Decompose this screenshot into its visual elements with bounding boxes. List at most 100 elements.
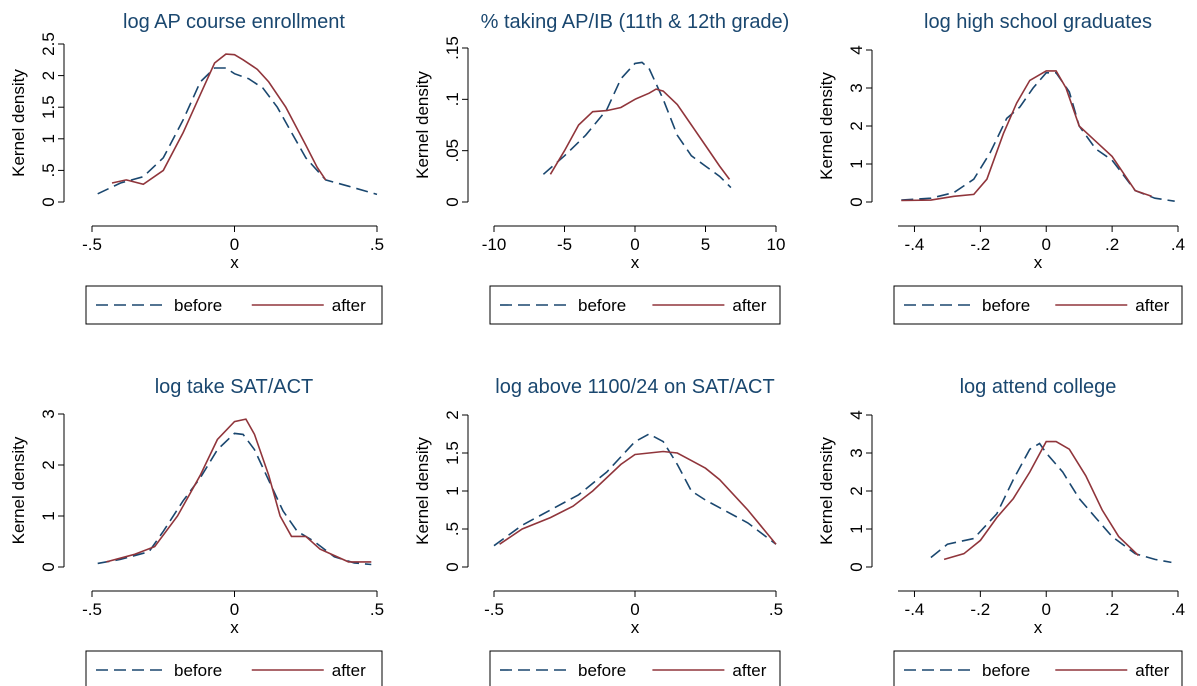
y-tick-label: 2 (443, 410, 462, 419)
x-tick-label: .2 (1105, 235, 1119, 254)
x-tick-label: 0 (230, 235, 239, 254)
x-tick-label: .5 (370, 235, 384, 254)
y-tick-label: 1.5 (443, 441, 462, 465)
x-tick-label: -.5 (484, 600, 504, 619)
legend-label-before: before (578, 296, 626, 315)
chart-panel-2: % taking AP/IB (11th & 12th grade) 0 .05 .1… (413, 11, 790, 325)
x-tick-label: .5 (769, 600, 783, 619)
x-tick-label: .4 (1171, 600, 1185, 619)
x-tick-label: -10 (482, 235, 507, 254)
series-line-after (943, 440, 1140, 561)
x-axis-label: x (1034, 618, 1043, 637)
x-tick-label: 0 (1042, 235, 1051, 254)
y-tick-label: 1 (39, 511, 58, 520)
chart-title: log above 1100/24 on SAT/ACT (495, 376, 774, 398)
y-axis-label: Kernel density (817, 72, 836, 180)
y-axis-label: Kernel density (413, 71, 432, 179)
legend-label-before: before (578, 661, 626, 680)
series-line-after (111, 53, 327, 186)
legend: before after (893, 650, 1183, 686)
x-axis-label: x (631, 618, 640, 637)
legend-label-before: before (982, 661, 1030, 680)
x-tick-label: 5 (701, 235, 710, 254)
chart-panel-5: log above 1100/24 on SAT/ACT 0 .5 1 1.5 2 -.5 0… (413, 376, 783, 686)
y-tick-label: 2 (39, 71, 58, 80)
x-tick-label: .2 (1105, 600, 1119, 619)
series-line-after (901, 70, 1152, 202)
legend-box (85, 650, 383, 686)
x-tick-label: .5 (370, 600, 384, 619)
legend: before after (85, 650, 383, 686)
y-tick-label: .5 (443, 522, 462, 536)
legend-label-before: before (174, 296, 222, 315)
y-tick-label: .05 (443, 139, 462, 163)
y-tick-label: 4 (847, 410, 866, 419)
x-tick-label: 10 (767, 235, 786, 254)
y-tick-label: 2 (39, 460, 58, 469)
y-tick-label: 3 (847, 448, 866, 457)
series-line-after (499, 450, 777, 545)
series-line-after (549, 88, 731, 180)
y-tick-label: 4 (847, 45, 866, 54)
legend-label-after: after (332, 661, 366, 680)
y-tick-label: 3 (39, 409, 58, 418)
legend: before after (85, 285, 383, 325)
x-axis-label: x (631, 253, 640, 272)
x-tick-label: -.4 (905, 235, 925, 254)
series-line-before (901, 72, 1175, 202)
series-line-before (97, 67, 378, 196)
y-tick-label: 2.5 (39, 32, 58, 56)
x-tick-label: 0 (630, 235, 639, 254)
x-tick-label: -5 (557, 235, 572, 254)
y-axis-label: Kernel density (9, 436, 28, 544)
x-tick-label: .4 (1171, 235, 1185, 254)
x-axis-label: x (230, 253, 239, 272)
y-tick-label: .15 (443, 36, 462, 60)
chart-title: % taking AP/IB (11th & 12th grade) (481, 11, 790, 33)
y-tick-label: 1 (847, 524, 866, 533)
x-axis-label: x (1034, 253, 1043, 272)
x-tick-label: 0 (1042, 600, 1051, 619)
y-tick-label: .5 (39, 163, 58, 177)
x-tick-label: -.5 (82, 235, 102, 254)
chart-title: log attend college (960, 376, 1117, 398)
y-axis-label: Kernel density (817, 437, 836, 545)
series-line-before (542, 61, 732, 189)
x-tick-label: -.2 (970, 600, 990, 619)
x-tick-label: 0 (630, 600, 639, 619)
legend: before after (489, 285, 781, 325)
y-tick-label: 1 (443, 486, 462, 495)
y-tick-label: 2 (847, 486, 866, 495)
y-tick-label: 1 (847, 159, 866, 168)
series-line-before (97, 432, 372, 566)
legend-label-after: after (332, 296, 366, 315)
x-tick-label: -.4 (905, 600, 925, 619)
y-axis-label: Kernel density (9, 69, 28, 177)
y-tick-label: 0 (39, 562, 58, 571)
legend-label-before: before (982, 296, 1030, 315)
legend-label-after: after (732, 296, 766, 315)
legend-label-after: after (732, 661, 766, 680)
y-tick-label: 0 (443, 197, 462, 206)
y-tick-label: 1 (39, 134, 58, 143)
legend-label-after: after (1135, 661, 1169, 680)
legend-box (893, 650, 1183, 686)
chart-title: log take SAT/ACT (155, 376, 314, 398)
y-tick-label: 2 (847, 121, 866, 130)
y-tick-label: 0 (847, 197, 866, 206)
y-tick-label: 0 (39, 197, 58, 206)
y-tick-label: 0 (847, 562, 866, 571)
legend: before after (893, 285, 1183, 325)
legend-box (489, 650, 781, 686)
chart-panel-3: log high school graduates 0 1 2 3 4 -.4 -.2 0 .2.… (817, 11, 1185, 325)
y-tick-label: .1 (443, 92, 462, 106)
series-line-after (106, 418, 372, 563)
chart-panel-6: log attend college 0 1 2 3 4 -.4 -.2 0 .2 .4 x Kerne… (817, 376, 1185, 686)
y-axis-label: Kernel density (413, 437, 432, 545)
chart-title: log high school graduates (924, 11, 1152, 33)
legend-label-before: before (174, 661, 222, 680)
legend: before after (489, 650, 781, 686)
x-axis-label: x (230, 618, 239, 637)
y-tick-label: 3 (847, 83, 866, 92)
